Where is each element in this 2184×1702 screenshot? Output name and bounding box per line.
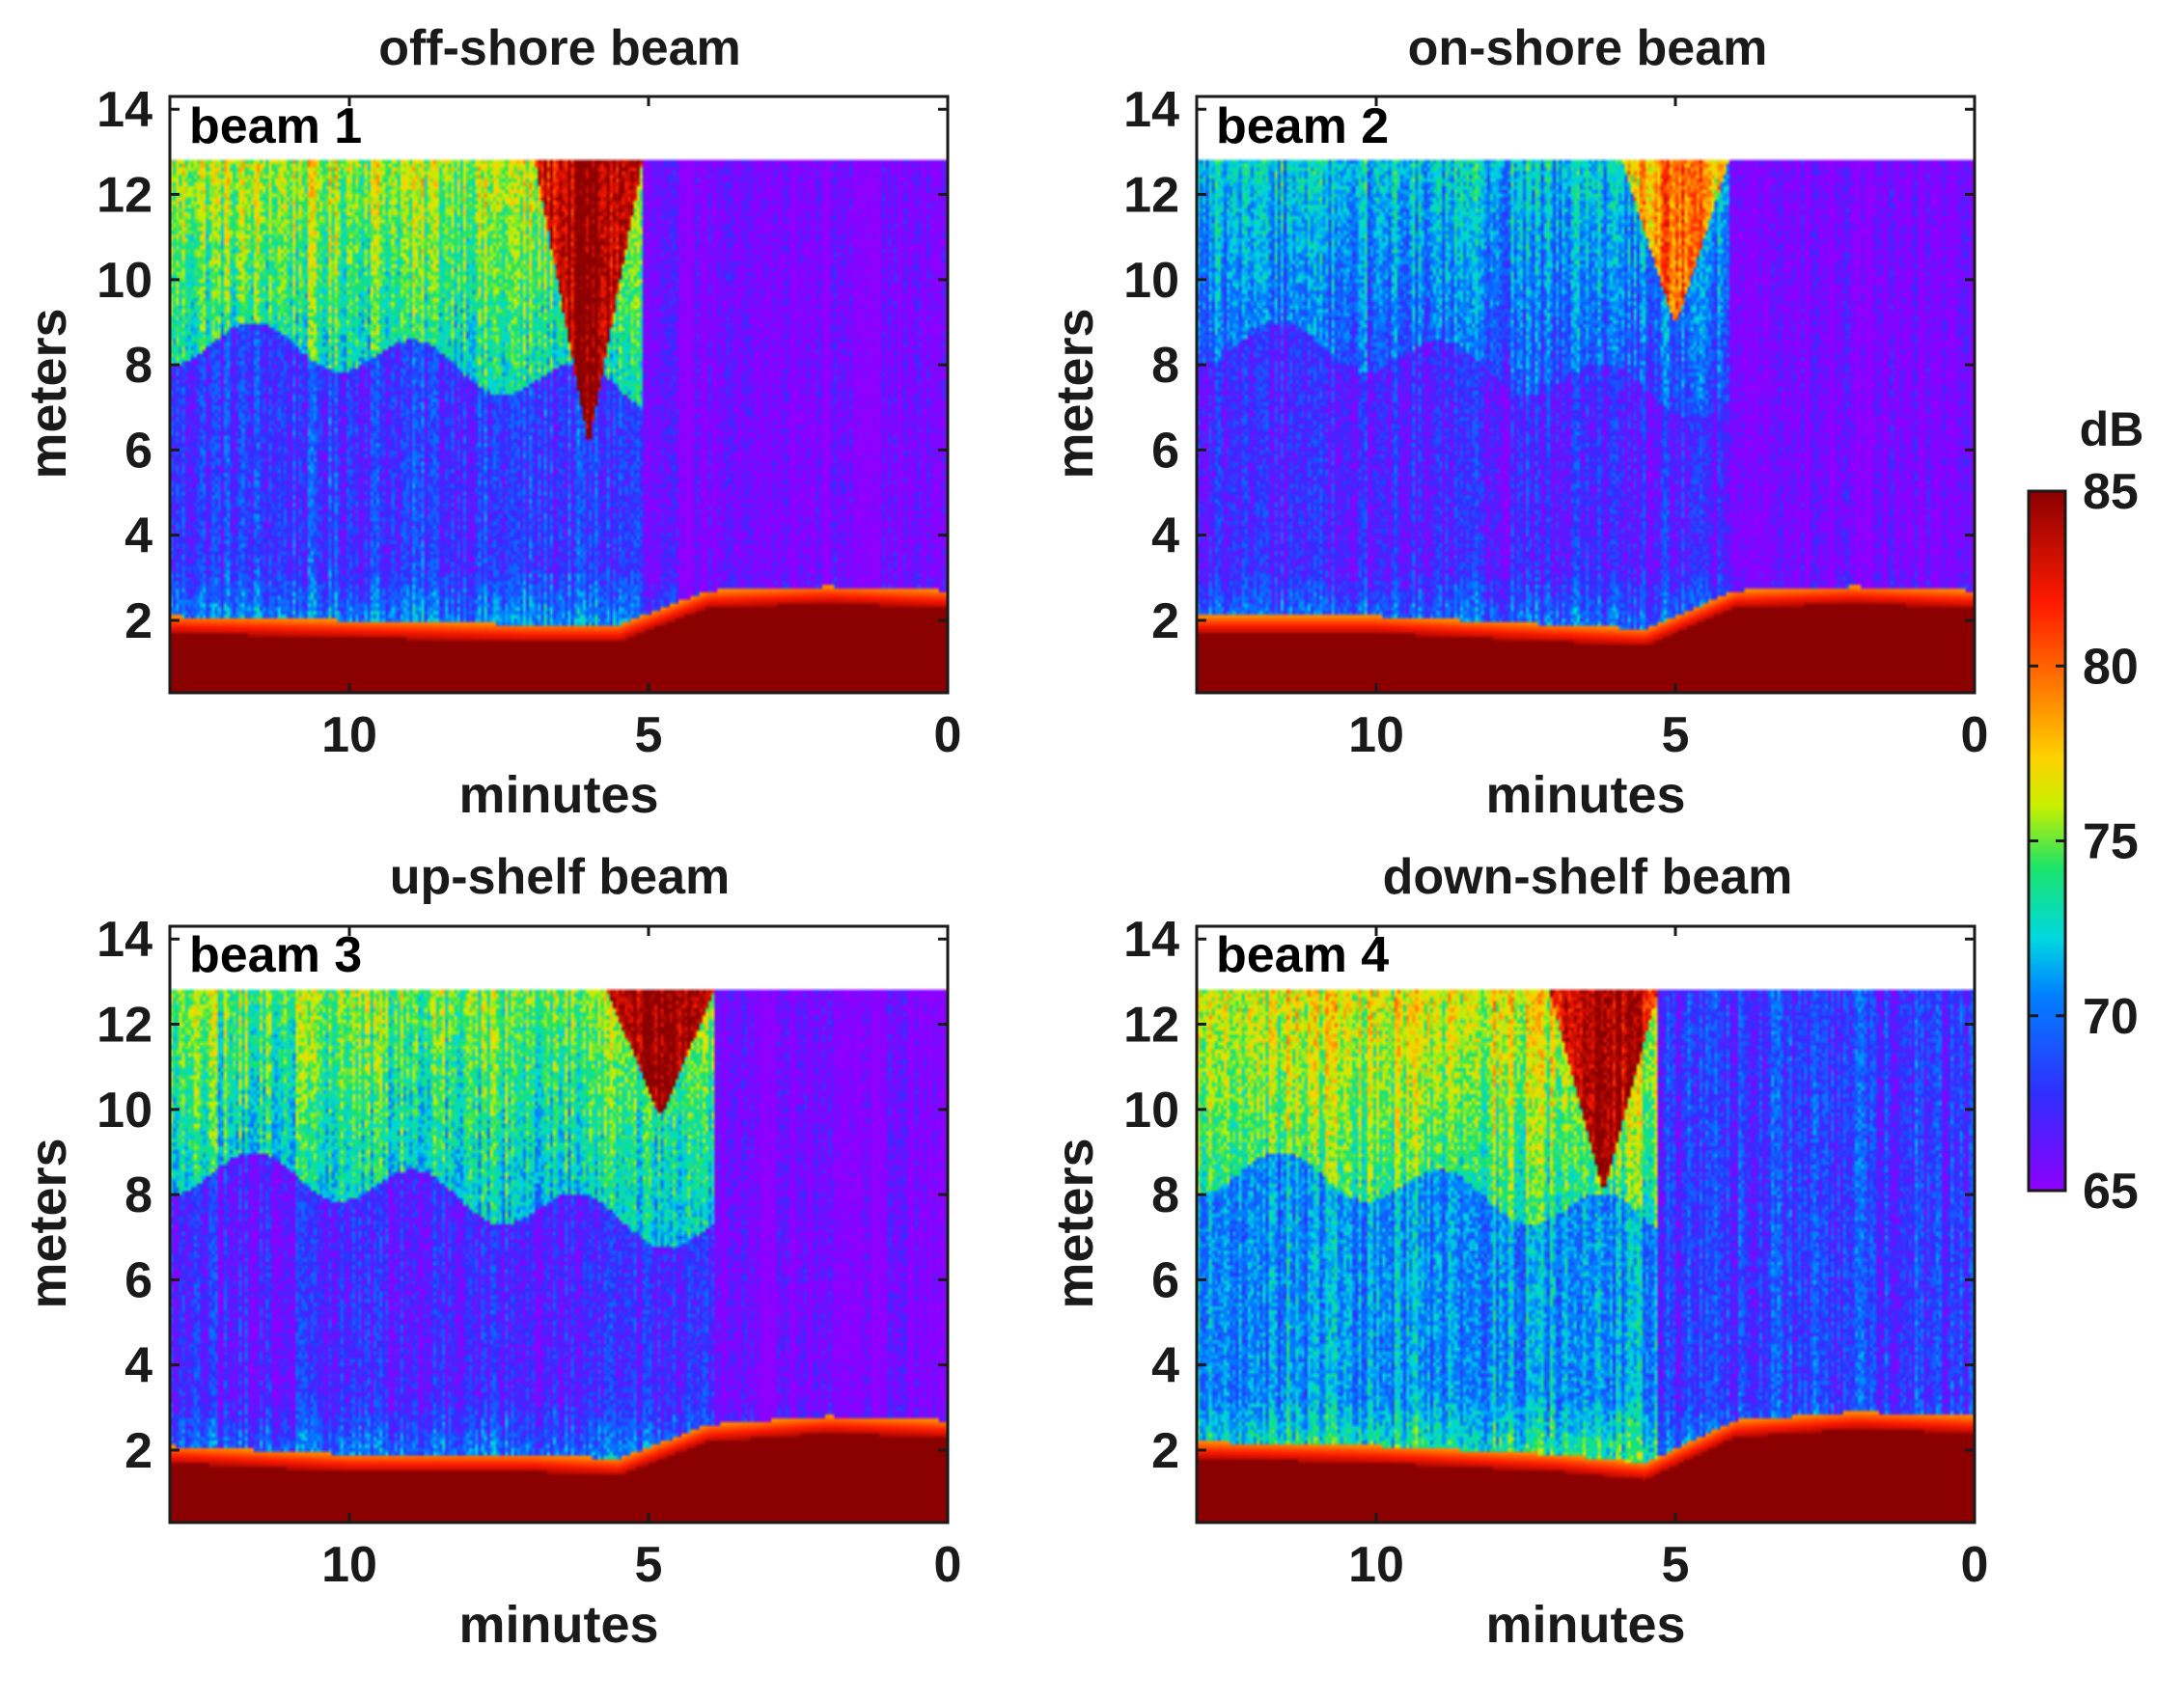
- y-tick-label: 4: [124, 508, 152, 564]
- x-tick-label: 10: [321, 707, 377, 763]
- x-tick-label: 5: [635, 707, 663, 763]
- y-tick-label: 10: [97, 253, 152, 309]
- panel-1-heatmap: [170, 96, 948, 693]
- y-tick-label: 4: [1151, 508, 1179, 564]
- y-tick-label: 2: [124, 593, 152, 649]
- panel-3-ylabel: meters: [19, 1138, 77, 1308]
- x-tick-label: 10: [1348, 1537, 1404, 1593]
- panel-4: down-shelf beam beam 4 10 5 0 2 4 6 8 10 12 14 mi…: [1046, 849, 1988, 1654]
- x-tick-label: 0: [934, 707, 962, 763]
- x-tick-label: 10: [1348, 707, 1404, 763]
- panel-2-title: on-shore beam: [1408, 20, 1768, 76]
- y-tick-label: 6: [1151, 1252, 1179, 1308]
- y-tick-label: 8: [1151, 338, 1179, 394]
- colorbar-label: dB: [2080, 402, 2144, 456]
- y-tick-label: 14: [1123, 82, 1179, 138]
- y-tick-label: 14: [1123, 912, 1179, 968]
- colorbar-tick-label: 80: [2083, 639, 2139, 695]
- panel-4-axes: 10 5 0 2 4 6 8 10 12 14: [1123, 912, 1988, 1593]
- x-tick-label: 0: [1961, 1537, 1989, 1593]
- y-tick-label: 8: [124, 338, 152, 394]
- panel-2-heatmap: [1197, 96, 1975, 693]
- y-tick-label: 6: [124, 1252, 152, 1308]
- x-tick-label: 0: [934, 1537, 962, 1593]
- panel-1-axes: 10 5 0 2 4 6 8 10 12 14: [97, 82, 961, 763]
- panel-3-beam-label: beam 3: [189, 927, 362, 983]
- panel-1-ylabel: meters: [19, 308, 77, 479]
- panel-4-title: down-shelf beam: [1383, 849, 1793, 905]
- panel-4-frame: [1195, 924, 1977, 1524]
- colorbar: dB 65 70 75 80 85: [2027, 402, 2144, 1220]
- y-tick-label: 6: [124, 423, 152, 479]
- panel-3-axes: 10 5 0 2 4 6 8 10 12 14: [97, 912, 961, 1593]
- y-tick-label: 10: [97, 1083, 152, 1139]
- colorbar-tick-label: 85: [2083, 464, 2139, 520]
- panel-1-xlabel: minutes: [458, 766, 658, 824]
- panel-2-xlabel: minutes: [1485, 766, 1685, 824]
- panel-3-frame: [168, 924, 950, 1524]
- y-tick-label: 8: [1151, 1167, 1179, 1223]
- x-tick-label: 5: [1662, 707, 1690, 763]
- x-tick-label: 10: [321, 1537, 377, 1593]
- y-tick-label: 2: [1151, 593, 1179, 649]
- panel-4-xlabel: minutes: [1485, 1596, 1685, 1654]
- y-tick-label: 4: [124, 1338, 152, 1394]
- y-tick-label: 12: [97, 168, 152, 224]
- colorbar-tick-label: 65: [2083, 1164, 2139, 1220]
- panel-3-heatmap: [170, 926, 948, 1523]
- y-tick-label: 8: [124, 1167, 152, 1223]
- panel-3-title: up-shelf beam: [390, 849, 731, 905]
- x-tick-label: 5: [635, 1537, 663, 1593]
- colorbar-tick-label: 75: [2083, 814, 2139, 870]
- panel-2-beam-label: beam 2: [1216, 98, 1389, 154]
- panel-3: up-shelf beam beam 3 10 5 0 2 4 6 8 10 12 14 minu…: [19, 849, 961, 1654]
- y-tick-label: 12: [1123, 168, 1179, 224]
- panel-4-heatmap: [1197, 926, 1975, 1523]
- y-tick-label: 4: [1151, 1338, 1179, 1394]
- panel-1-title: off-shore beam: [378, 20, 741, 76]
- y-tick-label: 6: [1151, 423, 1179, 479]
- panel-1-beam-label: beam 1: [189, 98, 362, 154]
- panel-2-frame: [1195, 95, 1977, 695]
- panel-2: on-shore beam beam 2 10 5 0 2 4 6 8 10 12 14 minu…: [1046, 20, 1988, 824]
- panel-2-axes: 10 5 0 2 4 6 8 10 12 14: [1123, 82, 1988, 763]
- panel-3-xlabel: minutes: [458, 1596, 658, 1654]
- y-tick-label: 14: [97, 82, 152, 138]
- y-tick-label: 10: [1123, 1083, 1179, 1139]
- x-tick-label: 0: [1961, 707, 1989, 763]
- x-tick-label: 5: [1662, 1537, 1690, 1593]
- y-tick-label: 2: [124, 1423, 152, 1479]
- panel-2-ylabel: meters: [1046, 308, 1104, 479]
- panel-4-ylabel: meters: [1046, 1138, 1104, 1308]
- y-tick-label: 10: [1123, 253, 1179, 309]
- panel-4-beam-label: beam 4: [1216, 927, 1389, 983]
- y-tick-label: 2: [1151, 1423, 1179, 1479]
- y-tick-label: 14: [97, 912, 152, 968]
- colorbar-tick-label: 70: [2083, 989, 2139, 1045]
- panel-1-frame: [168, 95, 950, 695]
- y-tick-label: 12: [1123, 998, 1179, 1054]
- colorbar-ticks: 65 70 75 80 85: [2029, 464, 2139, 1220]
- y-tick-label: 12: [97, 998, 152, 1054]
- panel-1: off-shore beam beam 1 10 5 0 2 4 6 8 10 12 14 min…: [19, 20, 961, 824]
